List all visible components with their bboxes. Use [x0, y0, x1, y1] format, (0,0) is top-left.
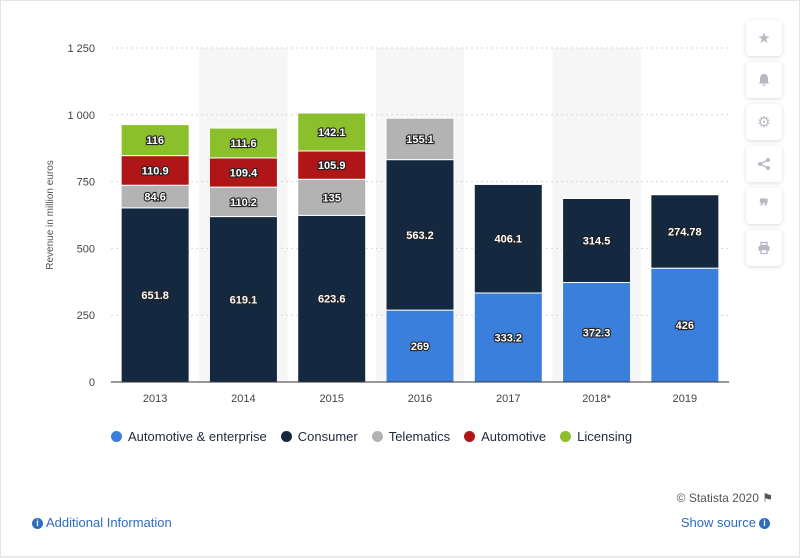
info-icon: i	[759, 518, 770, 529]
legend-swatch	[280, 431, 292, 442]
legend-item[interactable]: Automotive & enterprise	[111, 429, 267, 444]
data-label: 269	[411, 341, 429, 353]
x-tick-label: 2019	[673, 393, 697, 405]
additional-information-label: Additional Information	[46, 515, 172, 530]
data-label: 619.1	[230, 294, 258, 306]
data-label: 142.1	[318, 127, 346, 139]
legend-swatch	[560, 431, 572, 442]
legend-item[interactable]: Automotive	[464, 429, 546, 444]
quote-icon[interactable]: ❞	[746, 188, 782, 224]
star-icon[interactable]: ★	[746, 20, 782, 56]
legend-label: Licensing	[577, 429, 633, 444]
legend-swatch	[464, 431, 476, 442]
data-label: 110.2	[230, 197, 257, 209]
y-tick-label: 0	[89, 377, 95, 389]
bar-segment	[562, 282, 632, 383]
data-label: 314.5	[583, 236, 611, 248]
data-label: 84.6	[144, 192, 165, 204]
show-source-label: Show source	[680, 515, 756, 530]
credit-text: © Statista 2020	[676, 491, 759, 505]
y-tick-label: 1 000	[67, 110, 95, 122]
bar-segment	[208, 157, 278, 188]
data-label: 274.78	[668, 226, 702, 238]
x-tick-label: 2013	[143, 393, 167, 405]
bar-segment	[385, 309, 455, 383]
bar-segment	[297, 150, 367, 180]
legend-swatch	[111, 431, 122, 442]
print-icon[interactable]	[746, 230, 782, 266]
x-tick-label: 2016	[408, 393, 432, 405]
bar-segment	[650, 194, 720, 269]
bar-segment	[120, 124, 190, 157]
data-label: 111.6	[230, 138, 256, 150]
data-label: 406.1	[495, 234, 523, 246]
legend-label: Automotive	[481, 429, 547, 444]
bar-segment	[297, 214, 367, 383]
data-label: 623.6	[318, 294, 346, 306]
bar-segment	[473, 292, 543, 383]
bell-icon[interactable]	[746, 62, 782, 98]
flag-icon: ⚑	[762, 491, 773, 505]
x-tick-label: 2018*	[582, 393, 611, 405]
data-label: 116	[146, 135, 164, 147]
x-tick-label: 2014	[231, 393, 255, 405]
data-label: 109.4	[230, 168, 258, 180]
legend-label: Automotive & enterprise	[128, 429, 267, 444]
data-label: 426	[676, 320, 694, 332]
bar-segment	[650, 267, 720, 383]
y-tick-label: 250	[77, 310, 95, 322]
y-tick-label: 500	[77, 243, 95, 255]
y-tick-label: 1 250	[67, 43, 95, 55]
data-label: 135	[323, 192, 341, 204]
share-icon[interactable]	[746, 146, 782, 182]
y-tick-label: 750	[77, 177, 95, 189]
statista-credit[interactable]: © Statista 2020 ⚑	[677, 491, 773, 505]
gear-icon[interactable]: ⚙	[746, 104, 782, 140]
legend-item[interactable]: Telematics	[371, 429, 451, 444]
bar-segment	[473, 183, 543, 294]
additional-information-link[interactable]: i Additional Information	[29, 515, 172, 530]
data-label: 563.2	[406, 230, 434, 242]
bar-segment	[385, 159, 455, 311]
x-tick-label: 2017	[496, 393, 520, 405]
data-label: 333.2	[495, 332, 523, 344]
bar-segment	[297, 112, 367, 152]
data-label: 105.9	[318, 160, 346, 172]
y-axis-label: Revenue in million euros	[45, 160, 56, 270]
chart-legend: Automotive & enterprise Consumer Telemat…	[111, 429, 632, 444]
legend-label: Consumer	[297, 429, 358, 444]
bar-segment	[208, 127, 278, 159]
data-label: 110.9	[142, 165, 169, 177]
x-tick-label: 2015	[319, 393, 343, 405]
legend-label: Telematics	[388, 429, 451, 444]
data-label: 651.8	[141, 290, 169, 302]
data-label: 155.1	[406, 134, 434, 146]
legend-item[interactable]: Licensing	[560, 429, 632, 444]
bar-segment	[120, 207, 190, 383]
bar-segment	[385, 117, 455, 161]
info-icon: i	[32, 518, 43, 529]
show-source-link[interactable]: Show source i	[681, 515, 773, 530]
data-label: 372.3	[583, 327, 611, 339]
legend-swatch	[371, 431, 383, 442]
bar-segment	[562, 197, 632, 284]
legend-item[interactable]: Consumer	[280, 429, 358, 444]
